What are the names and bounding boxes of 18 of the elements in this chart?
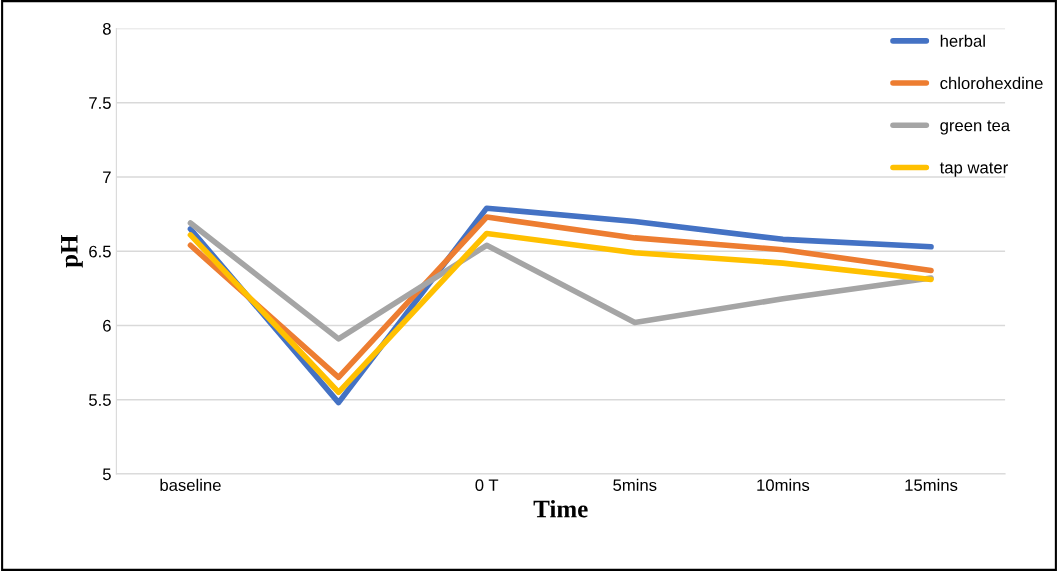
- y-tick-label: 6.5: [89, 245, 111, 258]
- x-tick-label: baseline: [160, 478, 221, 492]
- legend-label: green tea: [940, 120, 1011, 135]
- y-tick-label: 5.5: [89, 394, 111, 406]
- legend-label: herbal: [940, 34, 985, 47]
- x-axis-title: Time: [533, 499, 588, 518]
- legend-label: chlorohexdine: [940, 76, 1043, 90]
- x-tick-label: 10mins: [757, 478, 810, 492]
- y-tick-label: 7.5: [89, 97, 111, 109]
- y-tick-label: 5: [102, 468, 111, 481]
- x-tick-label: 0 T: [475, 479, 499, 492]
- x-tick-label: 5mins: [613, 478, 657, 492]
- y-tick-label: 8: [102, 22, 111, 35]
- x-tick-label: 15mins: [905, 478, 958, 492]
- legend-label: tap water: [939, 162, 1008, 177]
- y-tick-label: 7: [103, 171, 111, 184]
- y-tick-label: 6: [103, 319, 111, 332]
- y-axis-title: pH: [61, 234, 83, 268]
